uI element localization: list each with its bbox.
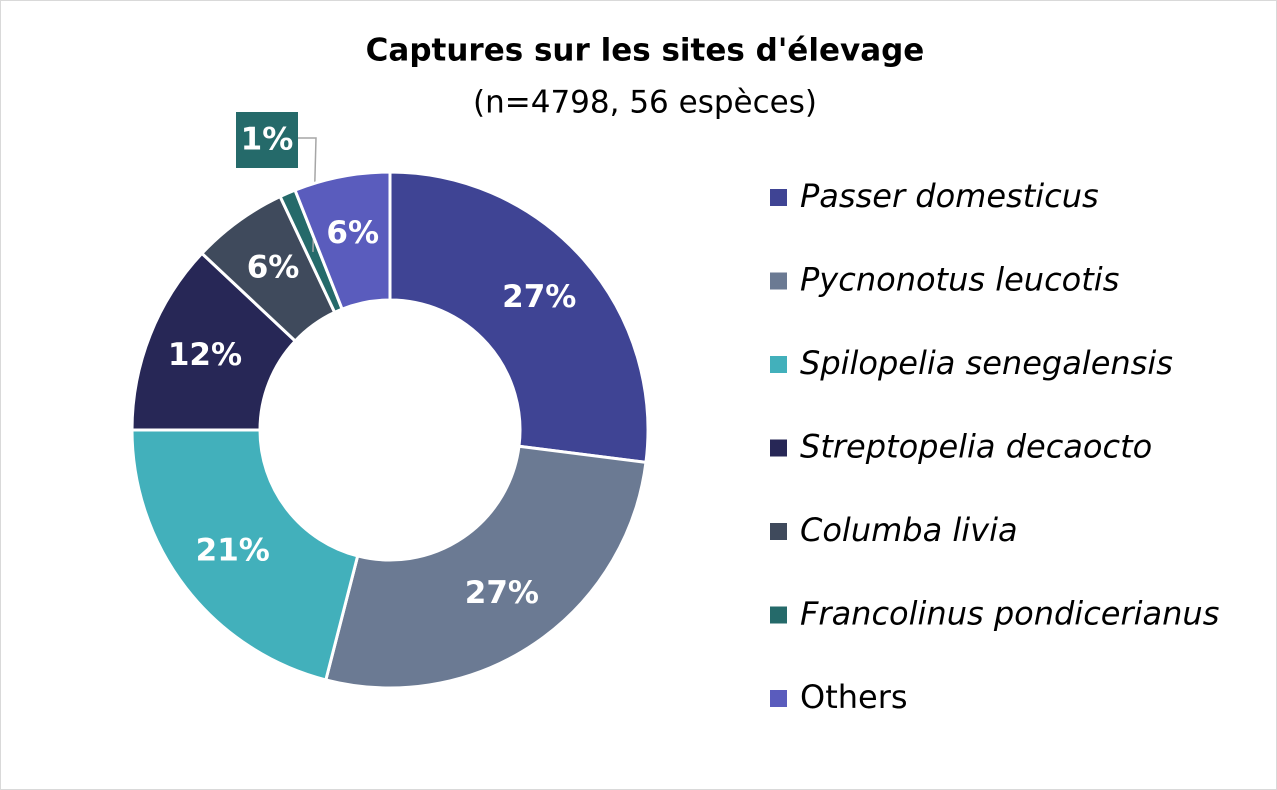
slice-label: 6% (247, 250, 300, 286)
legend-label: Pycnonotus leucotis (800, 261, 1119, 299)
legend-swatch (770, 189, 787, 206)
legend-label: Francolinus pondicerianus (800, 595, 1219, 633)
legend-swatch (770, 356, 787, 373)
legend-swatch (770, 439, 787, 457)
legend-label: Streptopelia decaocto (800, 428, 1152, 466)
legend-swatch (770, 690, 787, 707)
legend-label: Columba livia (800, 511, 1018, 549)
slice (388, 170, 650, 465)
legend-swatch (770, 523, 787, 540)
slice-label: 27% (502, 279, 576, 315)
legend-label: Spilopelia senegalensis (800, 344, 1173, 382)
slice (293, 170, 392, 312)
chart-title: Captures sur les sites d'élevage (366, 33, 925, 69)
slice (324, 444, 648, 690)
legend-swatch (770, 272, 787, 290)
legend-label: Others (800, 678, 908, 716)
slice (130, 428, 360, 682)
slice-label: 21% (196, 532, 270, 568)
label-box (236, 112, 298, 168)
slice-label: 1% (241, 122, 294, 158)
slice-label: 6% (326, 215, 379, 251)
legend-swatch (770, 606, 787, 624)
slice-label: 27% (465, 575, 539, 611)
chart-subtitle: (n=4798, 56 espèces) (473, 85, 817, 121)
slice-label: 12% (168, 337, 242, 373)
legend-label: Passer domesticus (800, 177, 1099, 215)
